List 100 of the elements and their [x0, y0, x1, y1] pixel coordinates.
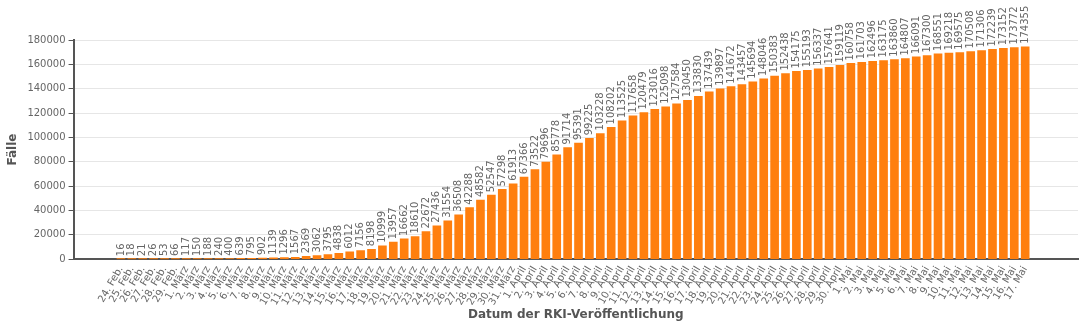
- data-label: 160758: [844, 22, 856, 61]
- data-label: 120479: [637, 71, 649, 110]
- data-label: 148046: [757, 37, 769, 76]
- bar: [966, 51, 976, 260]
- data-label: 91714: [561, 112, 573, 145]
- data-label: 795: [245, 236, 257, 256]
- bar: [911, 56, 921, 260]
- y-tick-label: 40000: [33, 204, 66, 216]
- data-label: 31554: [441, 185, 453, 218]
- data-label: 16: [114, 243, 126, 257]
- bar: [476, 199, 485, 260]
- bar: [737, 84, 747, 260]
- data-label: 169575: [953, 11, 965, 50]
- bar: [1009, 47, 1019, 260]
- bar: [465, 207, 474, 260]
- bar: [399, 238, 409, 260]
- bar: [487, 194, 496, 260]
- data-label: 172239: [986, 8, 998, 47]
- data-label: 108202: [604, 86, 616, 125]
- data-label: 85778: [550, 119, 562, 152]
- bar: [585, 138, 594, 260]
- bar: [345, 251, 355, 260]
- data-label: 169218: [942, 11, 954, 51]
- data-label: 52547: [484, 160, 496, 193]
- data-label: 139897: [713, 47, 725, 86]
- data-label: 26: [147, 243, 159, 257]
- bar: [759, 78, 769, 260]
- data-label: 16662: [397, 204, 409, 236]
- bar: [312, 255, 322, 260]
- data-label: 167300: [920, 14, 932, 53]
- data-label: 113525: [615, 79, 627, 118]
- data-label: 133830: [691, 55, 703, 94]
- data-label: 1296: [277, 229, 289, 255]
- data-label: 8198: [365, 220, 377, 247]
- data-label: 902: [256, 236, 268, 256]
- bar: [704, 91, 714, 260]
- bar: [454, 214, 463, 260]
- bar: [541, 161, 551, 260]
- data-label: 22672: [419, 196, 431, 229]
- bar: [781, 73, 790, 260]
- bar: [868, 60, 877, 260]
- y-tick-label: 120000: [27, 106, 66, 118]
- data-label: 18610: [408, 201, 420, 234]
- data-label: 1139: [267, 229, 279, 255]
- bar: [334, 252, 344, 260]
- bar: [563, 147, 572, 260]
- bar: [378, 245, 387, 260]
- bar: [661, 106, 670, 260]
- bar: [410, 236, 420, 260]
- bar: [574, 142, 583, 260]
- data-label: 173772: [1007, 6, 1019, 45]
- bar: [367, 248, 376, 260]
- bar: [519, 176, 529, 260]
- data-label: 150: [190, 236, 202, 257]
- data-label: 13957: [386, 207, 398, 240]
- data-label: 170508: [964, 10, 976, 49]
- bar: [726, 86, 736, 260]
- y-tick-label: 60000: [33, 179, 66, 191]
- bar: [988, 49, 997, 260]
- data-label: 143457: [735, 43, 747, 82]
- bar: [356, 250, 365, 260]
- data-label: 145694: [746, 40, 758, 79]
- x-axis-title: Datum der RKI-Veröffentlichung: [467, 306, 684, 321]
- data-label: 162496: [866, 20, 878, 59]
- data-label: 150383: [768, 34, 780, 74]
- data-label: 125098: [659, 65, 671, 104]
- data-label: 166091: [909, 15, 921, 54]
- data-label: 73522: [528, 134, 540, 167]
- data-label: 36508: [452, 179, 464, 212]
- data-label: 117: [179, 236, 191, 257]
- data-label: 130450: [681, 59, 693, 98]
- data-label: 3795: [321, 226, 333, 252]
- data-label: 21: [136, 243, 148, 257]
- bar: [421, 231, 431, 260]
- y-axis-title: Fälle: [5, 133, 20, 166]
- data-label: 141672: [724, 45, 736, 84]
- bar: [748, 81, 758, 260]
- data-label: 400: [223, 236, 235, 256]
- bar: [323, 254, 333, 260]
- bar: [617, 120, 627, 260]
- bar: [977, 50, 986, 260]
- bar: [813, 68, 823, 260]
- bar: [879, 60, 888, 260]
- y-tick-label: 180000: [27, 33, 66, 45]
- bar: [443, 220, 453, 260]
- data-label: 173152: [996, 7, 1008, 46]
- data-label: 1567: [288, 228, 300, 255]
- bar: [933, 53, 943, 260]
- data-label: 57298: [495, 154, 507, 187]
- data-label: 163860: [888, 18, 900, 57]
- data-label: 2369: [299, 227, 311, 254]
- data-label: 154175: [789, 30, 801, 69]
- bar: [802, 69, 812, 260]
- data-label: 152438: [779, 32, 791, 71]
- bar: [672, 103, 681, 260]
- data-label: 157641: [822, 26, 834, 65]
- bar: [508, 183, 518, 260]
- data-label: 27436: [430, 190, 442, 223]
- data-label: 639: [234, 236, 246, 256]
- bar: [552, 154, 562, 260]
